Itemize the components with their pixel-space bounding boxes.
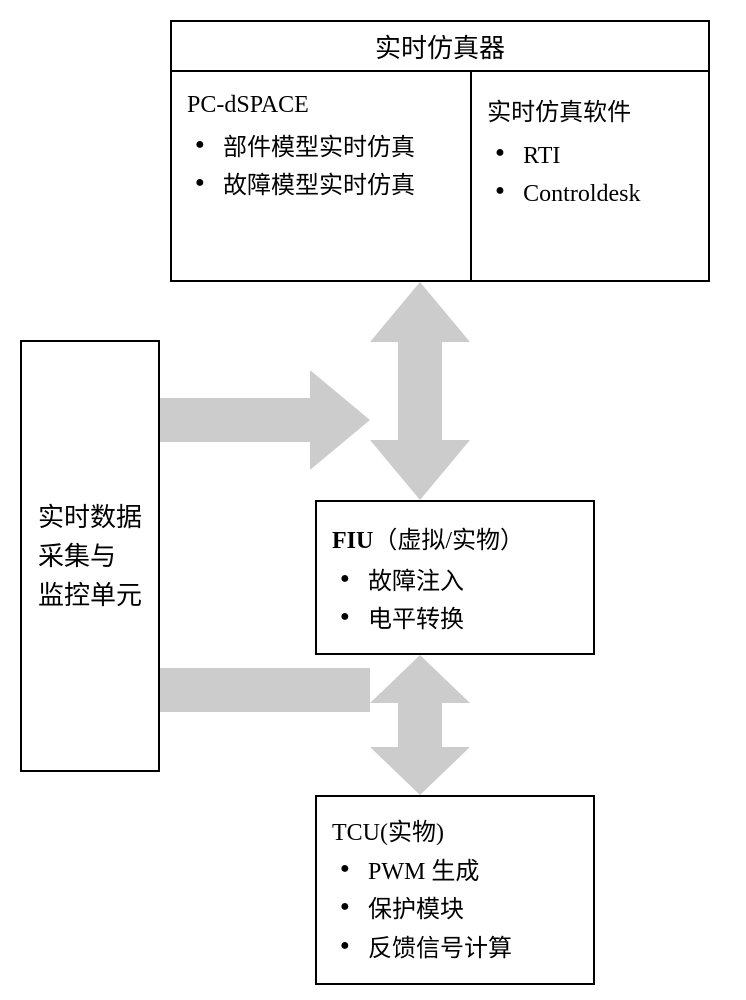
list-item: 保护模块 <box>340 891 578 929</box>
arrow-sim-fiu <box>370 282 470 500</box>
fiu-list: 故障注入 电平转换 <box>332 563 578 640</box>
tcu-box: TCU(实物) PWM 生成 保护模块 反馈信号计算 <box>315 795 595 985</box>
list-item: PWM 生成 <box>340 853 578 891</box>
list-item: 故障注入 <box>340 563 578 601</box>
list-item: 部件模型实时仿真 <box>195 129 455 167</box>
diagram-container: 实时仿真器 PC-dSPACE 部件模型实时仿真 故障模型实时仿真 实时仿真软件… <box>0 0 746 1000</box>
simulator-left-cell: PC-dSPACE 部件模型实时仿真 故障模型实时仿真 <box>172 72 472 282</box>
monitor-text: 实时数据 采集与 监控单元 <box>38 498 142 615</box>
simulator-right-cell: 实时仿真软件 RTI Controldesk <box>472 72 708 282</box>
monitor-line3: 监控单元 <box>38 581 142 610</box>
rt-software-list: RTI Controldesk <box>487 137 693 214</box>
fiu-title-rest: （虚拟/实物） <box>373 528 524 554</box>
list-item: 电平转换 <box>340 601 578 639</box>
simulator-content: PC-dSPACE 部件模型实时仿真 故障模型实时仿真 实时仿真软件 RTI C… <box>172 72 708 282</box>
fiu-box: FIU（虚拟/实物） 故障注入 电平转换 <box>315 500 595 655</box>
simulator-box: 实时仿真器 PC-dSPACE 部件模型实时仿真 故障模型实时仿真 实时仿真软件… <box>170 20 710 282</box>
fiu-title-bold: FIU <box>332 528 373 554</box>
simulator-title: 实时仿真器 <box>172 22 708 72</box>
tcu-list: PWM 生成 保护模块 反馈信号计算 <box>332 853 578 968</box>
arrow-fiu-tcu <box>370 655 470 795</box>
simulator-title-text: 实时仿真器 <box>375 28 505 65</box>
list-item: RTI <box>495 137 693 175</box>
monitor-line2: 采集与 <box>38 542 116 571</box>
tcu-title: TCU(实物) <box>332 812 578 847</box>
pc-dspace-list: 部件模型实时仿真 故障模型实时仿真 <box>187 129 455 206</box>
rt-software-title: 实时仿真软件 <box>487 92 693 127</box>
list-item: Controldesk <box>495 175 693 213</box>
monitor-box: 实时数据 采集与 监控单元 <box>20 340 160 772</box>
list-item: 故障模型实时仿真 <box>195 167 455 205</box>
pc-dspace-title: PC-dSPACE <box>187 92 455 119</box>
list-item: 反馈信号计算 <box>340 930 578 968</box>
fiu-title: FIU（虚拟/实物） <box>332 520 578 555</box>
monitor-line1: 实时数据 <box>38 503 142 532</box>
